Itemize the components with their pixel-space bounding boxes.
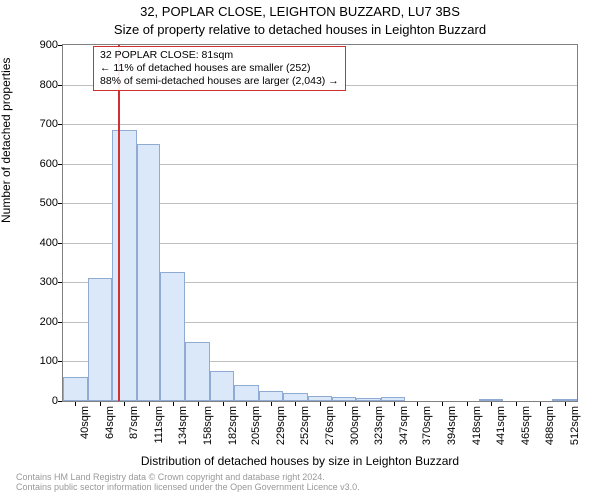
x-tick-mark xyxy=(100,402,101,406)
x-tick-label: 323sqm xyxy=(373,406,385,452)
histogram-bar xyxy=(234,385,259,401)
y-tick-mark xyxy=(58,124,62,125)
x-tick-label: 252sqm xyxy=(299,406,311,452)
x-tick-label: 64sqm xyxy=(104,406,116,452)
y-tick-mark xyxy=(58,164,62,165)
histogram-bar xyxy=(479,399,504,401)
x-tick-label: 40sqm xyxy=(79,406,91,452)
x-tick-mark xyxy=(173,402,174,406)
chart-container: 32, POPLAR CLOSE, LEIGHTON BUZZARD, LU7 … xyxy=(0,0,600,500)
x-tick-mark xyxy=(442,402,443,406)
y-tick-mark xyxy=(58,45,62,46)
x-tick-mark xyxy=(467,402,468,406)
x-tick-label: 347sqm xyxy=(398,406,410,452)
histogram-bar xyxy=(308,396,333,401)
y-tick-mark xyxy=(58,203,62,204)
x-tick-label: 134sqm xyxy=(177,406,189,452)
x-axis-label: Distribution of detached houses by size … xyxy=(0,454,600,468)
x-tick-mark xyxy=(394,402,395,406)
chart-title-sub: Size of property relative to detached ho… xyxy=(0,22,600,37)
x-tick-mark xyxy=(295,402,296,406)
histogram-bar xyxy=(88,278,112,401)
x-tick-mark xyxy=(246,402,247,406)
reference-line xyxy=(118,45,120,401)
histogram-bar xyxy=(185,342,210,401)
y-tick-label: 0 xyxy=(20,395,58,407)
x-tick-label: 158sqm xyxy=(202,406,214,452)
y-axis-label: Number of detached properties xyxy=(0,58,13,223)
x-tick-mark xyxy=(198,402,199,406)
histogram-bar xyxy=(63,377,88,401)
x-tick-mark xyxy=(124,402,125,406)
x-tick-label: 441sqm xyxy=(495,406,507,452)
y-tick-label: 600 xyxy=(20,158,58,170)
y-tick-label: 800 xyxy=(20,79,58,91)
x-tick-label: 465sqm xyxy=(520,406,532,452)
annotation-line-2: ← 11% of detached houses are smaller (25… xyxy=(100,62,339,75)
y-tick-label: 200 xyxy=(20,316,58,328)
histogram-bar xyxy=(381,397,405,401)
x-tick-label: 182sqm xyxy=(227,406,239,452)
y-tick-mark xyxy=(58,243,62,244)
x-tick-label: 512sqm xyxy=(569,406,581,452)
footer-line-2: Contains public sector information licen… xyxy=(16,482,584,492)
y-tick-label: 500 xyxy=(20,197,58,209)
y-tick-mark xyxy=(58,401,62,402)
y-tick-label: 400 xyxy=(20,237,58,249)
x-tick-label: 229sqm xyxy=(275,406,287,452)
histogram-bar xyxy=(552,399,577,401)
x-tick-mark xyxy=(345,402,346,406)
x-tick-mark xyxy=(516,402,517,406)
y-tick-label: 300 xyxy=(20,276,58,288)
y-tick-mark xyxy=(58,361,62,362)
plot-area xyxy=(62,44,578,402)
gridline xyxy=(63,124,577,125)
histogram-bar xyxy=(210,371,234,401)
x-tick-mark xyxy=(369,402,370,406)
x-tick-label: 111sqm xyxy=(153,406,165,452)
x-tick-label: 418sqm xyxy=(471,406,483,452)
histogram-bar xyxy=(137,144,161,401)
reference-annotation: 32 POPLAR CLOSE: 81sqm ← 11% of detached… xyxy=(93,46,346,91)
x-tick-mark xyxy=(75,402,76,406)
histogram-bar xyxy=(283,393,308,401)
x-tick-mark xyxy=(565,402,566,406)
y-tick-label: 700 xyxy=(20,118,58,130)
y-tick-mark xyxy=(58,322,62,323)
x-tick-label: 205sqm xyxy=(250,406,262,452)
x-tick-mark xyxy=(320,402,321,406)
annotation-line-1: 32 POPLAR CLOSE: 81sqm xyxy=(100,49,339,62)
y-tick-label: 100 xyxy=(20,355,58,367)
x-tick-label: 394sqm xyxy=(446,406,458,452)
x-tick-label: 488sqm xyxy=(544,406,556,452)
y-tick-mark xyxy=(58,85,62,86)
x-tick-mark xyxy=(417,402,418,406)
x-tick-mark xyxy=(149,402,150,406)
x-tick-mark xyxy=(540,402,541,406)
x-tick-label: 300sqm xyxy=(349,406,361,452)
y-tick-label: 900 xyxy=(20,39,58,51)
x-tick-label: 87sqm xyxy=(128,406,140,452)
attribution-footer: Contains HM Land Registry data © Crown c… xyxy=(16,472,584,493)
chart-title-main: 32, POPLAR CLOSE, LEIGHTON BUZZARD, LU7 … xyxy=(0,4,600,19)
x-tick-label: 370sqm xyxy=(421,406,433,452)
histogram-bar xyxy=(356,398,381,401)
histogram-bar xyxy=(259,391,283,401)
annotation-line-3: 88% of semi-detached houses are larger (… xyxy=(100,75,339,88)
x-tick-mark xyxy=(491,402,492,406)
y-tick-mark xyxy=(58,282,62,283)
footer-line-1: Contains HM Land Registry data © Crown c… xyxy=(16,472,584,482)
x-tick-mark xyxy=(223,402,224,406)
histogram-bar xyxy=(160,272,185,401)
x-tick-label: 276sqm xyxy=(324,406,336,452)
x-tick-mark xyxy=(271,402,272,406)
histogram-bar xyxy=(112,130,137,401)
histogram-bar xyxy=(332,397,356,401)
